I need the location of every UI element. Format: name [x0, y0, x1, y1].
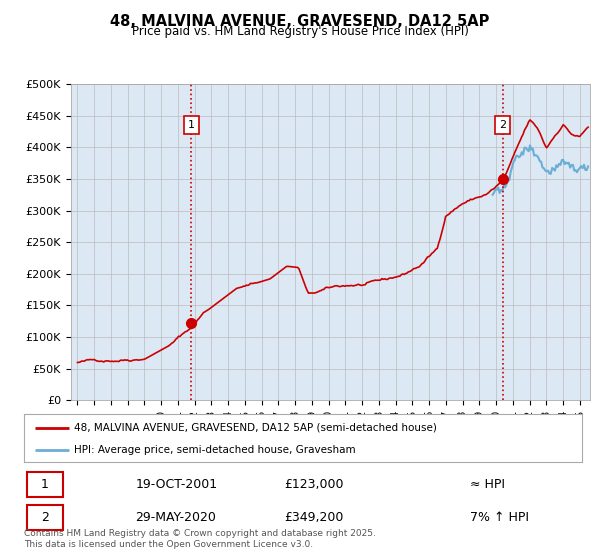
Text: 29-MAY-2020: 29-MAY-2020 — [136, 511, 217, 524]
Text: 1: 1 — [188, 120, 195, 130]
Text: 48, MALVINA AVENUE, GRAVESEND, DA12 5AP (semi-detached house): 48, MALVINA AVENUE, GRAVESEND, DA12 5AP … — [74, 423, 437, 433]
Text: 2: 2 — [41, 511, 49, 524]
Text: HPI: Average price, semi-detached house, Gravesham: HPI: Average price, semi-detached house,… — [74, 445, 356, 455]
Text: 48, MALVINA AVENUE, GRAVESEND, DA12 5AP: 48, MALVINA AVENUE, GRAVESEND, DA12 5AP — [110, 14, 490, 29]
Text: 2: 2 — [499, 120, 506, 130]
Text: Price paid vs. HM Land Registry's House Price Index (HPI): Price paid vs. HM Land Registry's House … — [131, 25, 469, 38]
FancyBboxPatch shape — [27, 472, 63, 497]
Text: ≈ HPI: ≈ HPI — [470, 478, 505, 492]
Text: 7% ↑ HPI: 7% ↑ HPI — [470, 511, 529, 524]
Text: £123,000: £123,000 — [284, 478, 344, 492]
Text: Contains HM Land Registry data © Crown copyright and database right 2025.
This d: Contains HM Land Registry data © Crown c… — [24, 529, 376, 549]
Text: £349,200: £349,200 — [284, 511, 344, 524]
Text: 1: 1 — [41, 478, 49, 492]
FancyBboxPatch shape — [27, 505, 63, 530]
Text: 19-OCT-2001: 19-OCT-2001 — [136, 478, 218, 492]
